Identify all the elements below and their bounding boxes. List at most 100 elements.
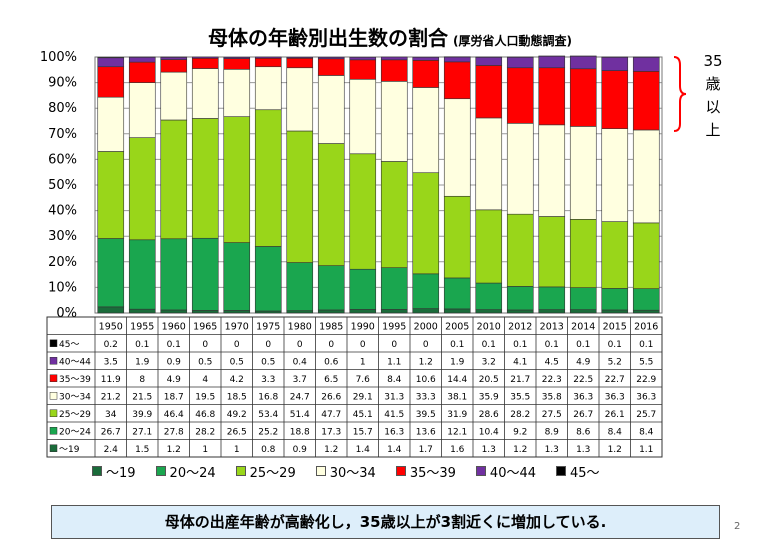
legend-item: 35〜39 [395,462,456,481]
table-cell: 26.5 [227,427,247,437]
x-category-label: 1995 [382,321,406,332]
table-cell: 8.4 [639,427,654,437]
table-cell: 36.3 [573,392,593,402]
table-cell: 18.7 [164,392,184,402]
annotation-text: 歳 [705,75,720,93]
chart-title-main: 母体の年齢別出生数の割合 [207,26,448,50]
bar-segment-20~24 [412,273,440,309]
table-cell: 0.2 [104,340,118,350]
bar-segment-40~44 [349,56,377,61]
bar-segment-25~29 [254,109,282,247]
bar-segment-20~24 [380,267,408,310]
bar-segment-35~39 [569,68,597,127]
x-category-label: 2012 [508,321,532,332]
y-tick-label: 50% [48,178,77,193]
x-category-label: 1965 [193,321,217,332]
bar-segment-35~39 [443,61,471,100]
bar-segment-30~34 [254,66,282,111]
table-row-label: 20〜24 [59,427,91,437]
bar-segment-30~34 [412,87,440,174]
table-cell: 22.5 [573,375,593,385]
table-cell: 25.7 [636,410,656,420]
table-cell: 0.1 [135,340,149,350]
bar-segment-35~39 [538,67,566,126]
legend-label: 45〜 [570,465,600,481]
bar-segment-30~34 [632,129,660,224]
table-cell: 0 [391,340,397,350]
bar-segment-20~24 [569,287,597,310]
bar-segment-25~29 [538,216,566,288]
bar-segment-30~34 [128,82,156,138]
bar-segment-30~34 [317,75,345,144]
bar-segment-~19 [254,310,282,314]
table-cell: 1 [202,445,208,455]
bar-segment-30~34 [601,128,629,222]
legend-item: 40〜44 [475,462,536,481]
table-cell: 0 [265,340,271,350]
bar-segment-35~39 [128,61,156,83]
bar-segment-40~44 [286,56,314,59]
bar-segment-35~39 [475,65,503,119]
table-cell: 35.5 [510,392,530,402]
summary-box: 母体の出産年齢が高齢化し，35歳以上が3割近くに増加している. [51,505,720,539]
bar-segment-40~44 [569,55,597,70]
bar-segment-~19 [317,309,345,314]
bar-segment-40~44 [191,56,219,59]
plot-frame [94,56,663,314]
bar-segment-25~29 [349,153,377,270]
table-cell: 10.4 [479,427,499,437]
bar-segment-35~39 [601,70,629,129]
table-cell: 46.8 [195,410,215,420]
table-cell: 0.1 [608,340,622,350]
table-cell: 3.7 [293,375,307,385]
bar-segment-25~29 [191,118,219,239]
table-cell: 46.4 [164,410,184,420]
table-legend-swatch [49,357,58,365]
table-cell: 22.9 [636,375,656,385]
table-cell: 17.3 [321,427,341,437]
bar-segment-~19 [160,309,188,314]
bar-segment-20~24 [538,286,566,310]
bar-segment-25~29 [317,143,345,266]
x-category-label: 2005 [445,321,469,332]
bar-segment-30~34 [380,81,408,162]
table-cell: 15.7 [353,427,373,437]
bar-segment-35~39 [317,58,345,76]
table-cell: 49.2 [227,410,247,420]
table-cell: 3.5 [104,357,118,367]
chart-title-source: (厚労省人口動態調査) [453,34,573,48]
table-cell: 1 [234,445,240,455]
table-cell: 39.5 [416,410,436,420]
bar-segment-~19 [128,308,156,314]
bar-segment-~19 [349,309,377,314]
table-cell: 27.5 [542,410,562,420]
table-cell: 26.7 [101,427,121,437]
table-cell: 24.7 [290,392,310,402]
bar-segment-35~39 [632,71,660,131]
table-cell: 5.5 [639,357,653,367]
chart-legend: 〜19 20〜24 25〜29 30〜34 35〜39 40〜44 45〜 [92,460,652,482]
table-cell: 8.9 [545,427,560,437]
table-cell: 36.3 [605,392,625,402]
legend-swatch [92,466,102,476]
table-cell: 0 [328,340,334,350]
bar-segment-20~24 [601,288,629,311]
table-cell: 10.6 [416,375,436,385]
table-cell: 0.1 [513,340,527,350]
bar-segment-40~44 [412,56,440,61]
table-cell: 1.3 [576,445,590,455]
table-cell: 26.1 [605,410,625,420]
legend-swatch [235,466,246,476]
y-tick-label: 20% [48,255,77,270]
page-number: 2 [734,521,741,532]
table-cell: 8.4 [608,427,623,437]
table-legend-swatch [49,427,58,435]
legend-item: 20〜24 [155,462,216,481]
x-category-label: 2016 [634,321,658,332]
table-cell: 0.5 [230,357,244,367]
table-cell: 12.1 [447,427,467,437]
bar-segment-40~44 [160,56,188,60]
table-cell: 1.9 [135,357,150,367]
bar-segment-~19 [632,309,660,314]
